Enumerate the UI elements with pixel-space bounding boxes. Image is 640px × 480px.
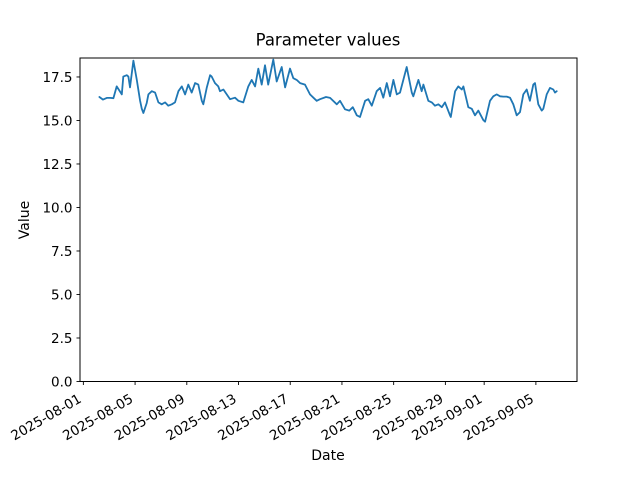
- y-tick-label: 5.0: [51, 287, 72, 303]
- y-tick-label: 12.5: [42, 157, 72, 173]
- x-axis-label: Date: [311, 448, 345, 464]
- chart-title: Parameter values: [255, 30, 401, 50]
- axes-frame: [79, 57, 578, 382]
- y-tick-label: 17.5: [42, 70, 72, 86]
- y-tick-label: 2.5: [51, 331, 72, 347]
- y-tick-label: 10.0: [42, 200, 72, 216]
- data-line: [98, 58, 558, 123]
- y-tick-label: 15.0: [42, 113, 72, 129]
- y-tick-label: 7.5: [51, 244, 72, 260]
- y-tick-label: 0.0: [51, 374, 72, 390]
